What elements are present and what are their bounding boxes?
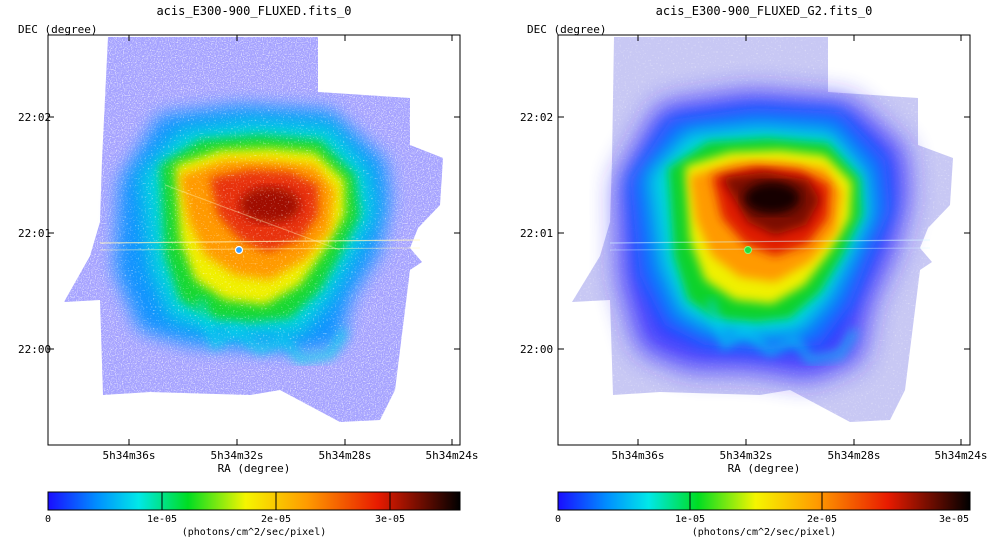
left-colorbar-label: (photons/cm^2/sec/pixel) xyxy=(182,527,327,538)
right-panel: acis_E300-900_FLUXED_G2.fits_0 xyxy=(520,4,987,538)
left-colorbar-tick-2e-05: 2e-05 xyxy=(261,514,291,525)
right-colorbar-tick-0: 0 xyxy=(555,514,561,525)
left-x-tick-label-32s: 5h34m32s xyxy=(211,449,264,462)
left-point-source xyxy=(234,245,244,255)
right-y-tick-label-22-02: 22:02 xyxy=(520,111,553,124)
left-x-tick-label-28s: 5h34m28s xyxy=(319,449,372,462)
left-colorbar-tick-0: 0 xyxy=(45,514,51,525)
right-colorbar xyxy=(557,491,971,511)
right-axes-frame xyxy=(557,34,971,446)
right-x-tick-label-28s: 5h34m28s xyxy=(828,449,881,462)
right-x-tick-label-24s: 5h34m24s xyxy=(935,449,988,462)
left-nebula xyxy=(99,105,421,365)
right-point-source xyxy=(744,246,752,254)
right-nebula xyxy=(609,92,931,380)
right-colorbar-label: (photons/cm^2/sec/pixel) xyxy=(692,527,837,538)
left-colorbar xyxy=(47,491,461,511)
right-title: acis_E300-900_FLUXED_G2.fits_0 xyxy=(656,4,873,18)
left-title: acis_E300-900_FLUXED.fits_0 xyxy=(156,4,351,18)
left-x-axis-label: RA (degree) xyxy=(218,462,291,475)
right-y-axis-label: DEC (degree) xyxy=(527,23,606,36)
left-y-axis-label: DEC (degree) xyxy=(18,23,97,36)
right-colorbar-tick-1e-05: 1e-05 xyxy=(675,514,705,525)
right-x-tick-label-36s: 5h34m36s xyxy=(612,449,665,462)
left-y-tick-label-22-01: 22:01 xyxy=(18,227,51,240)
right-x-axis-label: RA (degree) xyxy=(728,462,801,475)
left-x-tick-label-36s: 5h34m36s xyxy=(103,449,156,462)
left-panel: acis_E300-900_FLUXED.fits_0 xyxy=(18,4,478,538)
left-y-tick-label-22-02: 22:02 xyxy=(18,111,51,124)
left-colorbar-tick-3e-05: 3e-05 xyxy=(375,514,405,525)
right-y-tick-label-22-00: 22:00 xyxy=(520,343,553,356)
left-y-tick-label-22-00: 22:00 xyxy=(18,343,51,356)
left-x-tick-label-24s: 5h34m24s xyxy=(426,449,479,462)
left-axes-frame xyxy=(47,34,461,446)
right-x-tick-label-32s: 5h34m32s xyxy=(720,449,773,462)
right-y-tick-label-22-01: 22:01 xyxy=(520,227,553,240)
right-colorbar-tick-3e-05: 3e-05 xyxy=(939,514,969,525)
left-image xyxy=(64,37,443,422)
right-image xyxy=(572,37,953,422)
right-colorbar-tick-2e-05: 2e-05 xyxy=(807,514,837,525)
left-colorbar-tick-1e-05: 1e-05 xyxy=(147,514,177,525)
